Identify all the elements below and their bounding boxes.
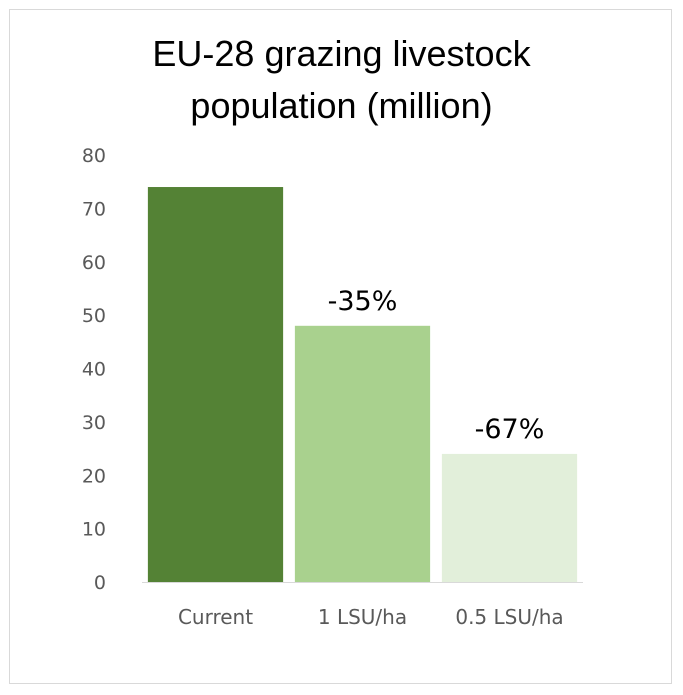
y-tick-label: 30 [82,412,106,434]
y-tick-label: 40 [82,359,106,381]
chart-title-line-2: population (million) [190,85,493,126]
category-label-2: 0.5 LSU/ha [455,605,563,629]
y-tick-label: 60 [82,252,106,274]
bars [147,187,578,582]
y-tick-label: 20 [82,465,106,487]
category-label-1: 1 LSU/ha [318,605,407,629]
y-tick-label: 0 [94,572,106,594]
data-label-2: -67% [475,414,545,445]
bar-1 [294,325,431,582]
y-axis-ticks: 0 10 20 30 40 50 60 70 80 [82,145,106,594]
y-tick-label: 10 [82,519,106,541]
category-labels: Current 1 LSU/ha 0.5 LSU/ha [178,605,564,629]
y-tick-label: 70 [82,198,106,220]
data-labels: -35% -67% [328,286,545,445]
chart-title-line-1: EU-28 grazing livestock [152,33,531,74]
y-tick-label: 80 [82,145,106,167]
y-tick-label: 50 [82,305,106,327]
bar-2 [441,453,578,582]
chart-title: EU-28 grazing livestock population (mill… [0,28,683,132]
data-label-1: -35% [328,286,398,317]
category-label-0: Current [178,605,253,629]
bar-0 [147,187,284,582]
